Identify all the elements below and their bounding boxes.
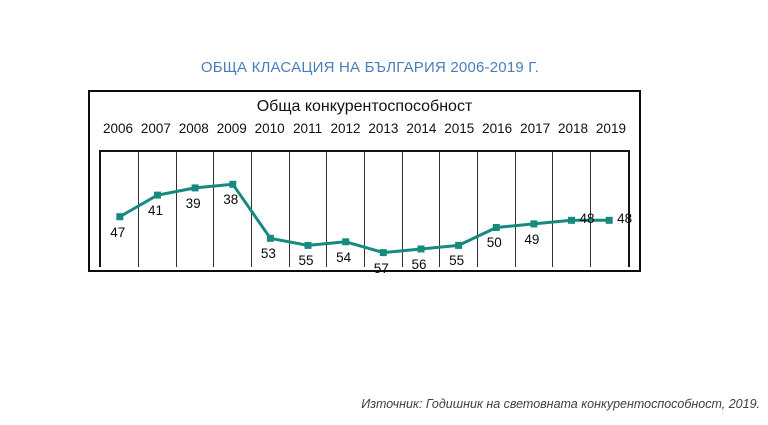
data-point-marker xyxy=(266,234,274,242)
gridline xyxy=(476,152,478,267)
source-note: Източник: Годишник на световната конкуре… xyxy=(361,397,760,411)
data-point-marker xyxy=(116,213,124,221)
data-point-marker xyxy=(304,241,312,249)
data-point-label: 57 xyxy=(373,260,389,276)
data-point-marker xyxy=(492,224,500,231)
gridline xyxy=(439,152,441,267)
year-label: 2014 xyxy=(406,121,437,136)
data-point-marker xyxy=(455,241,463,249)
data-point-marker xyxy=(229,180,237,188)
data-point-marker xyxy=(342,238,350,246)
data-point-label: 48 xyxy=(579,211,595,227)
chart-title: Обща конкурентоспособност xyxy=(256,98,473,115)
plot-area: 47 41 39 38 53 55 54 57 56 55 50 49 48 48 xyxy=(99,150,633,276)
gridline xyxy=(514,152,516,267)
data-point-marker xyxy=(568,216,575,224)
data-point-marker xyxy=(154,191,161,199)
gridline xyxy=(364,152,365,267)
data-point-label: 50 xyxy=(486,235,502,251)
data-point-label: 54 xyxy=(336,249,352,265)
data-point-marker xyxy=(379,249,387,257)
data-point-marker xyxy=(605,216,613,224)
gridline xyxy=(138,152,140,267)
year-label: 2013 xyxy=(368,121,399,136)
year-label: 2019 xyxy=(595,121,626,136)
data-point-label: 55 xyxy=(449,253,465,269)
data-point-marker xyxy=(530,220,538,228)
year-label: 2007 xyxy=(140,121,171,136)
data-point-label: 55 xyxy=(298,253,314,269)
gridline xyxy=(401,152,403,267)
data-point-label: 41 xyxy=(147,203,163,219)
data-point-label: 39 xyxy=(185,195,201,211)
data-point-label: 48 xyxy=(617,211,633,227)
year-label: 2008 xyxy=(178,121,209,136)
line-series xyxy=(116,180,613,257)
gridline xyxy=(175,152,177,267)
year-label: 2011 xyxy=(293,121,323,136)
gridline xyxy=(552,152,554,267)
chart-frame: Обща конкурентоспособност 2006 2007 2008 20… xyxy=(88,90,641,276)
data-point-label: 49 xyxy=(524,231,540,247)
page-title: ОБЩА КЛАСАЦИЯ НА БЪЛГАРИЯ 2006-2019 Г. xyxy=(200,59,540,76)
year-label: 2012 xyxy=(330,121,361,136)
gridline xyxy=(326,152,328,267)
gridline xyxy=(589,152,591,267)
data-point-marker xyxy=(417,245,425,253)
year-label: 2016 xyxy=(482,121,513,136)
data-point-label: 38 xyxy=(223,192,239,208)
data-point-label: 53 xyxy=(260,246,276,262)
data-point-label: 47 xyxy=(110,224,126,240)
year-label: 2017 xyxy=(520,121,551,136)
trend-line xyxy=(118,182,611,255)
x-axis-labels: 2006 2007 2008 2009 2010 2011 2012 2013 2014 2015… xyxy=(99,121,630,139)
gridline xyxy=(288,152,290,267)
data-point-marker xyxy=(191,184,199,192)
year-label: 2009 xyxy=(216,121,247,136)
year-label: 2018 xyxy=(558,121,589,136)
year-label: 2015 xyxy=(444,121,475,136)
year-label: 2006 xyxy=(102,121,133,136)
year-label: 2010 xyxy=(254,121,285,136)
data-point-label: 56 xyxy=(411,257,427,273)
gridline xyxy=(213,152,215,267)
